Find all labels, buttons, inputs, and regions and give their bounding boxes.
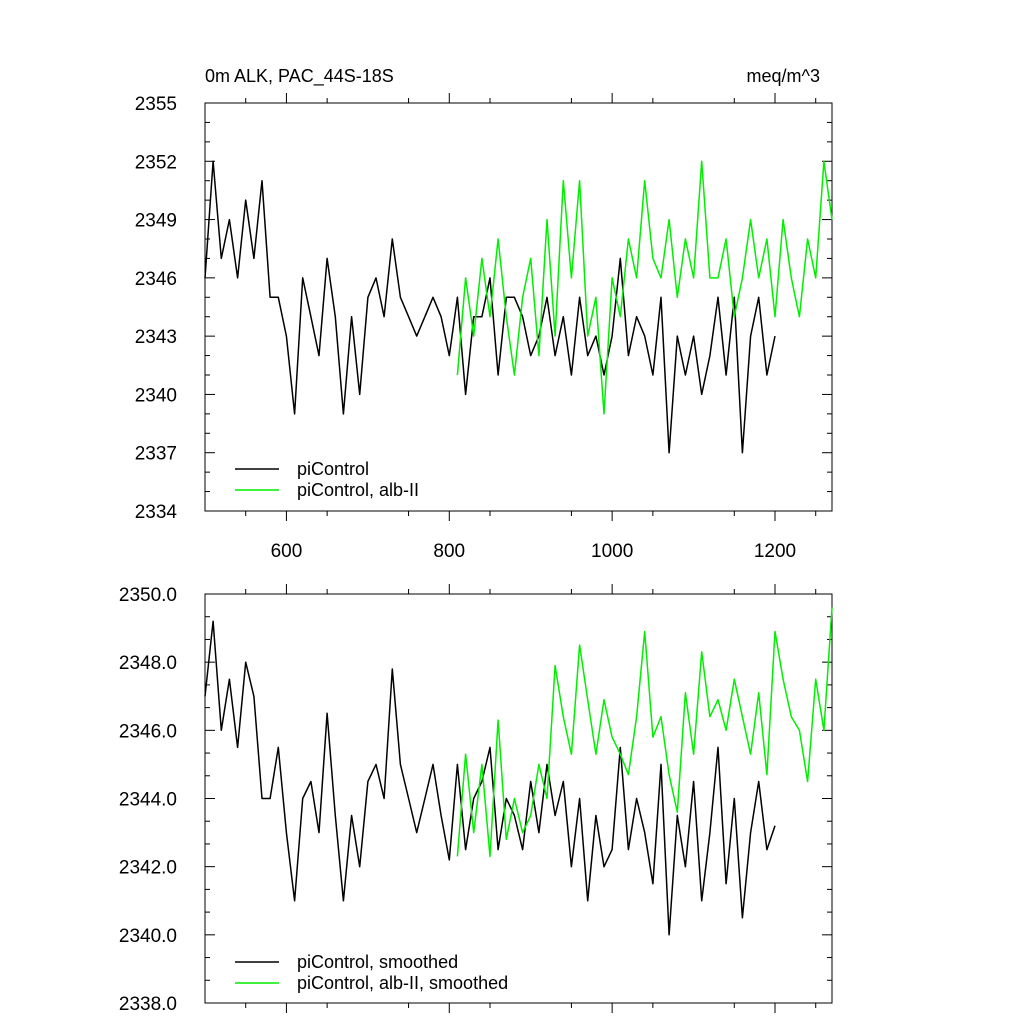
plot-frame <box>204 593 833 1004</box>
series-line-picontrol-alb-ii <box>456 160 833 415</box>
legend-label: piControl, alb-II <box>297 480 419 500</box>
y-tick-label: 2340.0 <box>119 926 177 947</box>
legend-label: piControl, alb-II, smoothed <box>297 973 508 993</box>
series-line-picontrol-alb-ii-smoothed <box>456 607 833 858</box>
x-tick-label: 800 <box>433 541 465 562</box>
legend-label: piControl, smoothed <box>297 952 458 972</box>
x-tick-label: 600 <box>271 541 303 562</box>
y-tick-label: 2337 <box>135 444 177 465</box>
legend-label: piControl <box>297 459 369 479</box>
y-tick-label: 2349 <box>135 211 177 232</box>
y-tick-label: 2340 <box>135 385 177 406</box>
series-line-picontrol <box>204 160 776 454</box>
y-tick-label: 2352 <box>135 152 177 173</box>
y-tick-label: 2334 <box>135 502 178 523</box>
y-tick-label: 2344.0 <box>119 790 177 811</box>
bottom-panel: 2338.0 2340.0 2342.0 2344.0 2346.0 2348.0 2350… <box>119 584 833 1015</box>
chart-title: 0m ALK, PAC_44S-18S <box>205 66 394 87</box>
y-tick-label: 2348.0 <box>119 653 177 674</box>
x-tick-label: 1200 <box>754 541 796 562</box>
y-tick-label: 2346 <box>135 269 177 290</box>
y-tick-label: 2342.0 <box>119 858 177 879</box>
y-tick-label: 2338.0 <box>119 994 177 1015</box>
y-tick-label: 2355 <box>135 94 177 115</box>
series-line-picontrol-smoothed <box>204 620 776 936</box>
y-tick-label: 2346.0 <box>119 721 177 742</box>
x-tick-label: 1000 <box>591 541 633 562</box>
top-panel: 2334 2337 2340 2343 2346 2349 2352 2355 600 800 10… <box>135 93 833 562</box>
plot-frame <box>204 102 833 512</box>
y-tick-label: 2343 <box>135 327 177 348</box>
units-label: meq/m^3 <box>747 66 820 86</box>
y-tick-label: 2350.0 <box>119 585 177 606</box>
